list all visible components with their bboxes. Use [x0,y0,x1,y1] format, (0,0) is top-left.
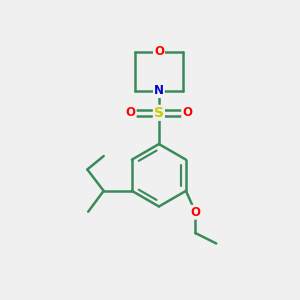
Text: O: O [154,45,164,58]
Text: O: O [190,206,200,219]
Text: O: O [126,106,136,119]
Text: O: O [182,106,192,119]
Text: N: N [154,84,164,97]
Text: S: S [154,106,164,120]
